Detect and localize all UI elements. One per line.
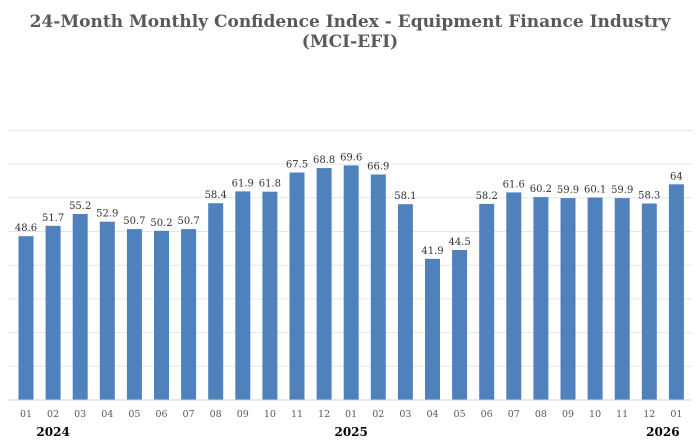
bar-8 [235, 191, 251, 400]
bar-18 [506, 192, 522, 400]
bar-24 [668, 184, 684, 400]
x-tick-label-22: 11 [616, 409, 628, 420]
x-tick-label-24: 01 [670, 409, 682, 420]
bar-21 [587, 197, 603, 400]
x-tick-label-2: 03 [74, 409, 86, 420]
x-tick-label-1: 02 [47, 409, 59, 420]
x-tick-label-21: 10 [589, 409, 601, 420]
bar-19 [533, 197, 549, 400]
value-label-7: 58.4 [205, 190, 227, 201]
bar-6 [181, 229, 197, 400]
x-tick-label-7: 08 [210, 409, 222, 420]
value-label-1: 51.7 [42, 213, 64, 224]
x-tick-label-18: 07 [508, 409, 520, 420]
bar-3 [99, 221, 115, 400]
value-label-9: 61.8 [259, 179, 281, 190]
year-label-2: 2026 [646, 425, 679, 439]
value-label-20: 59.9 [557, 185, 579, 196]
bar-17 [479, 203, 495, 400]
x-tick-label-14: 03 [399, 409, 411, 420]
x-tick-label-10: 11 [291, 409, 303, 420]
value-label-23: 58.3 [638, 191, 660, 202]
value-label-13: 66.9 [367, 162, 389, 173]
bar-22 [614, 198, 630, 400]
bar-13 [370, 174, 386, 400]
bar-7 [208, 203, 224, 400]
x-tick-label-8: 09 [237, 409, 249, 420]
value-label-21: 60.1 [584, 185, 606, 196]
x-tick-label-5: 06 [155, 409, 167, 420]
bar-23 [641, 203, 657, 400]
bar-15 [425, 258, 440, 400]
value-label-3: 52.9 [96, 209, 118, 220]
x-tick-label-20: 09 [562, 409, 574, 420]
chart-title-line-2: (MCI-EFI) [301, 32, 399, 52]
bar-1 [45, 225, 61, 400]
x-tick-label-17: 06 [481, 409, 493, 420]
value-label-17: 58.2 [476, 191, 498, 202]
value-label-5: 50.2 [150, 218, 172, 229]
bar-12 [343, 165, 359, 400]
bar-11 [316, 168, 332, 400]
value-label-8: 61.9 [232, 178, 254, 189]
x-tick-label-13: 02 [372, 409, 384, 420]
x-tick-label-0: 01 [20, 409, 32, 420]
value-label-18: 61.6 [503, 179, 525, 190]
x-tick-label-23: 12 [643, 409, 655, 420]
value-label-4: 50.7 [123, 216, 145, 227]
year-label-0: 2024 [36, 425, 69, 439]
bar-10 [289, 172, 305, 400]
year-label-1: 2025 [334, 425, 367, 439]
bar-20 [560, 198, 576, 400]
value-label-11: 68.8 [313, 155, 335, 166]
x-tick-label-15: 04 [426, 409, 438, 420]
value-label-24: 64 [670, 171, 683, 182]
bar-5 [154, 230, 169, 400]
bar-4 [126, 229, 142, 400]
value-label-14: 58.1 [394, 191, 416, 202]
value-label-10: 67.5 [286, 160, 308, 171]
value-label-15: 41.9 [421, 246, 443, 257]
bar-16 [452, 250, 468, 400]
bar-2 [72, 214, 88, 400]
bar-9 [262, 191, 278, 400]
x-tick-label-6: 07 [183, 409, 195, 420]
x-tick-label-3: 04 [101, 409, 113, 420]
x-tick-label-16: 05 [454, 409, 466, 420]
x-tick-label-4: 05 [128, 409, 140, 420]
bar-0 [18, 236, 34, 400]
value-label-22: 59.9 [611, 185, 633, 196]
x-tick-label-9: 10 [264, 409, 276, 420]
value-label-12: 69.6 [340, 152, 362, 163]
value-label-2: 55.2 [69, 201, 91, 212]
x-tick-label-12: 01 [345, 409, 357, 420]
value-label-16: 44.5 [448, 237, 470, 248]
value-label-0: 48.6 [15, 223, 37, 234]
bar-14 [397, 204, 413, 400]
chart-title-line-1: 24-Month Monthly Confidence Index - Equi… [29, 12, 671, 32]
x-tick-label-19: 08 [535, 409, 547, 420]
x-tick-label-11: 12 [318, 409, 330, 420]
value-label-6: 50.7 [177, 216, 199, 227]
value-label-19: 60.2 [530, 184, 552, 195]
